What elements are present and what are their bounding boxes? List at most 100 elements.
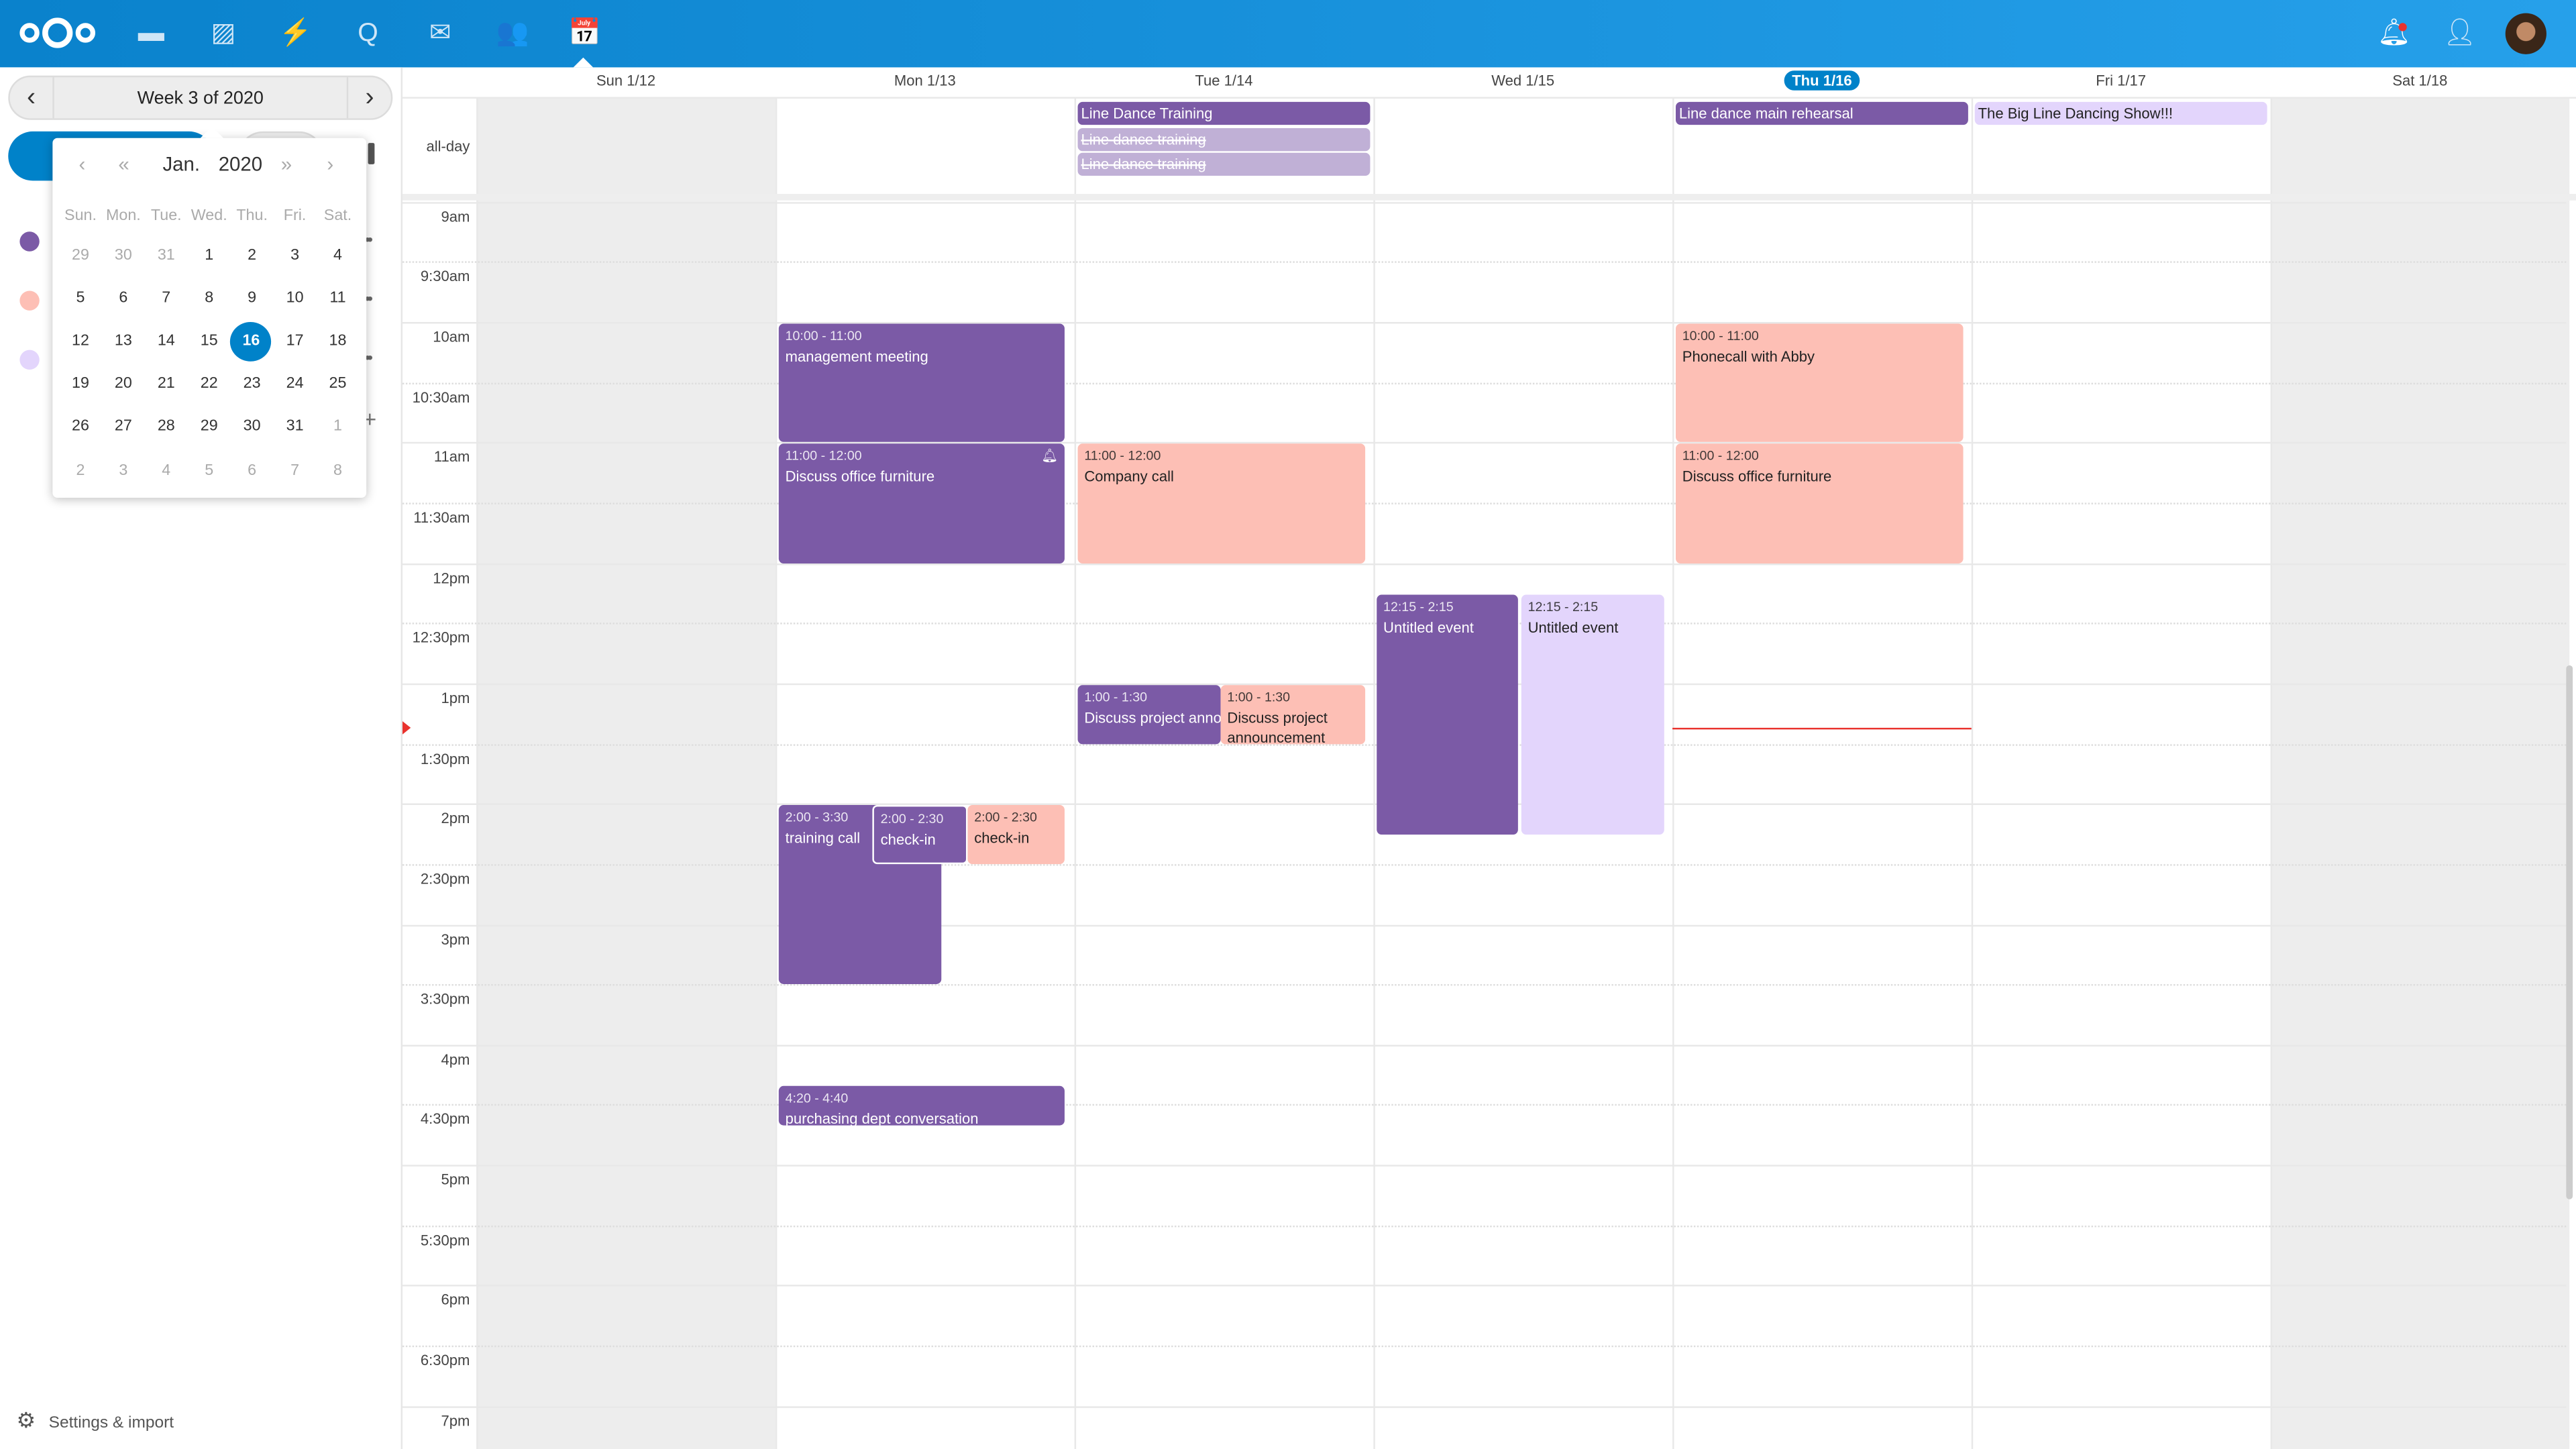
calendar-event[interactable]: 1:00 - 1:30 Discuss project announcement [1077,684,1221,744]
datepicker-day[interactable]: 4 [333,246,342,265]
all-day-event[interactable]: Line dance training [1077,152,1371,176]
all-day-event[interactable]: Line dance main rehearsal [1675,101,1968,125]
mail-icon[interactable]: ✉ [429,19,451,48]
day-column[interactable] [1672,98,1972,1449]
datepicker-day[interactable]: 29 [200,418,218,436]
day-header[interactable]: Tue 1/14 [1075,67,1374,99]
calendar-event[interactable]: 11:00 - 12:00 Discuss office furniture [1675,443,1964,564]
month-label[interactable]: Jan. [162,152,201,176]
datepicker-day[interactable]: 23 [243,375,261,394]
datepicker-day[interactable]: 14 [157,332,175,351]
datepicker-day[interactable]: 31 [286,418,304,436]
calendar-event[interactable]: 12:15 - 2:15 Untitled event [1377,594,1518,834]
search-icon[interactable]: Q [358,19,378,48]
datepicker-day[interactable]: 10 [286,289,304,308]
datepicker-day[interactable]: 15 [200,332,218,351]
datepicker-day[interactable]: 3 [290,246,300,265]
calendar-event[interactable]: 2:00 - 2:30 check-in [967,805,1065,864]
calendar-event[interactable]: 11:00 - 12:00 Company call [1077,443,1366,564]
settings-import-button[interactable]: ⚙ Settings & import [16,1408,174,1434]
day-header[interactable]: Sat 1/18 [2271,67,2570,99]
next-month-button[interactable]: › [327,152,334,176]
datepicker-day[interactable]: 4 [162,460,171,479]
calendar-event[interactable]: 1:00 - 1:30 Discuss project announcement [1220,684,1366,744]
day-header[interactable]: Wed 1/15 [1373,67,1672,99]
datepicker-day[interactable]: 7 [162,289,171,308]
day-header[interactable]: Fri 1/17 [1972,67,2271,99]
files-icon[interactable]: ▬ [138,19,164,48]
datepicker-day[interactable]: 1 [205,246,214,265]
day-column[interactable] [2270,98,2570,1449]
calendar-event[interactable]: 2:00 - 2:30 check-in [872,805,968,864]
datepicker-day[interactable]: 2 [248,246,257,265]
datepicker-day[interactable]: 12 [72,332,89,351]
calendar-event[interactable]: 4:20 - 4:40 purchasing dept conversation [778,1086,1065,1125]
day-header[interactable]: Thu 1/16 [1672,67,1972,99]
previous-year-button[interactable]: « [118,152,129,176]
year-label[interactable]: 2020 [218,152,263,176]
datepicker-day[interactable]: 13 [114,332,132,351]
datepicker-day[interactable]: 28 [157,418,175,436]
activity-icon[interactable]: ⚡ [279,19,313,48]
calendar-color-dot[interactable] [19,290,40,311]
datepicker-day[interactable]: 6 [248,460,257,479]
datepicker-day[interactable]: 27 [114,418,132,436]
day-column[interactable] [775,98,1075,1449]
day-header[interactable]: Sun 1/12 [476,67,775,99]
day-column[interactable] [1971,98,2271,1449]
day-column[interactable] [476,98,775,1449]
day-column[interactable] [1074,98,1374,1449]
next-week-button[interactable]: › [365,83,374,111]
datepicker-day[interactable]: 19 [72,375,89,394]
datepicker-day[interactable]: 1 [333,418,342,436]
avatar[interactable] [2505,13,2546,54]
datepicker-day[interactable]: 6 [119,289,128,308]
datepicker-day[interactable]: 30 [114,246,132,265]
all-day-event[interactable]: Line dance training [1077,127,1371,151]
datepicker-day[interactable]: 30 [243,418,261,436]
contacts-icon[interactable]: 👥 [496,19,529,48]
datepicker-day[interactable]: 21 [157,375,175,394]
day-header[interactable]: Mon 1/13 [775,67,1075,99]
previous-week-button[interactable]: ‹ [26,83,36,111]
scrollbar[interactable] [2566,665,2573,1199]
calendar-color-dot[interactable] [19,231,40,252]
photos-icon[interactable]: ▨ [211,19,236,48]
datepicker-day[interactable]: 18 [329,332,347,351]
datepicker-day[interactable]: 3 [119,460,128,479]
datepicker-day[interactable]: 29 [72,246,89,265]
calendar-icon[interactable]: 📅 [568,19,602,48]
datepicker-day[interactable]: 8 [205,289,214,308]
datepicker-day[interactable]: 5 [205,460,214,479]
next-year-button[interactable]: » [280,152,292,176]
datepicker-day[interactable]: 16 [230,322,272,362]
datepicker-day[interactable]: 31 [157,246,175,265]
week-picker[interactable]: ‹ Week 3 of 2020 › [8,75,393,120]
calendar-event[interactable]: 11:00 - 12:00 Discuss office furniture 🔔︎ [778,443,1065,564]
contacts-menu-icon[interactable]: 👤︎ [2443,19,2477,48]
calendar-event[interactable]: 10:00 - 11:00 management meeting [778,323,1065,443]
datepicker-day[interactable]: 26 [72,418,89,436]
datepicker-day[interactable]: 5 [76,289,85,308]
view-toggle[interactable] [368,143,375,164]
datepicker-day[interactable]: 24 [286,375,304,394]
datepicker-day[interactable]: 2 [76,460,85,479]
datepicker-day[interactable]: 22 [200,375,218,394]
previous-month-button[interactable]: ‹ [78,152,86,176]
day-column[interactable] [1373,98,1672,1449]
notifications-icon[interactable]: 🔔︎ [2377,19,2411,48]
datepicker-day[interactable]: 25 [329,375,347,394]
datepicker-day[interactable]: 11 [329,289,346,308]
datepicker-day[interactable]: 20 [114,375,132,394]
week-label[interactable]: Week 3 of 2020 [52,77,349,119]
all-day-event[interactable]: Line Dance Training [1077,101,1371,125]
calendar-event[interactable]: 10:00 - 11:00 Phonecall with Abby [1675,323,1964,443]
datepicker-day[interactable]: 17 [286,332,304,351]
datepicker-day[interactable]: 7 [290,460,300,479]
add-calendar-icon[interactable]: + [363,405,377,433]
calendar-color-dot[interactable] [19,350,40,370]
datepicker-day[interactable]: 8 [333,460,342,479]
datepicker-day[interactable]: 9 [248,289,257,308]
calendar-event[interactable]: 12:15 - 2:15 Untitled event [1521,594,1664,834]
nextcloud-logo[interactable] [16,15,98,51]
